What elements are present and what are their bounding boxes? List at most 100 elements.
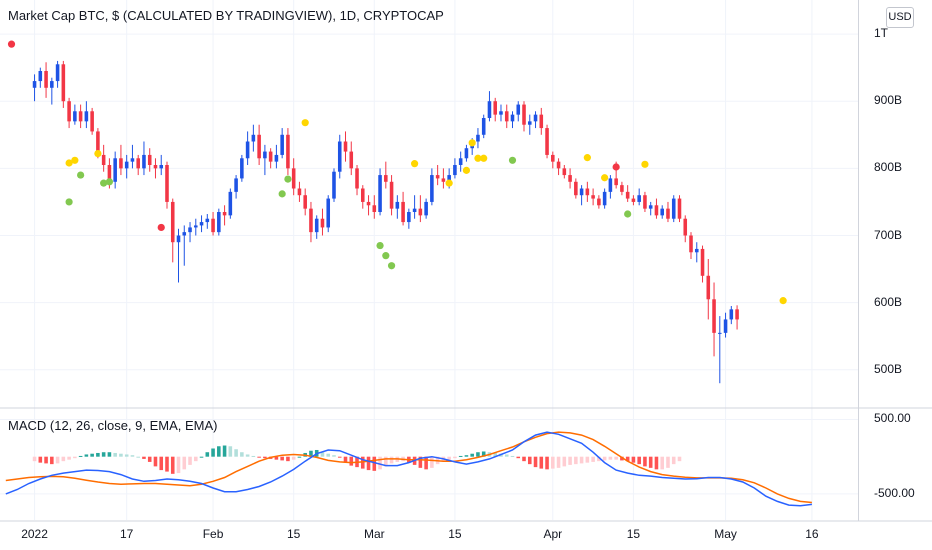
macd-hist-bar [424, 456, 428, 470]
time-tick-label: Apr [543, 527, 563, 541]
signal-marker [462, 166, 471, 174]
macd-hist-bar [176, 456, 181, 474]
candle-body [50, 81, 54, 88]
candle-body [579, 188, 584, 196]
macd-hist-bar [476, 452, 480, 457]
macd-hist-bar [430, 456, 434, 468]
signal-marker [100, 179, 108, 187]
macd-hist-bar [286, 456, 290, 462]
candle-body [326, 198, 331, 228]
macd-hist-bar [90, 453, 94, 457]
candle-body [562, 168, 567, 176]
macd-hist-bar [44, 456, 48, 464]
candle-body [556, 161, 561, 169]
currency-button[interactable]: USD [886, 7, 914, 28]
macd-hist-bar [568, 456, 572, 465]
candle-body [654, 205, 659, 216]
price-tick-label: 900B [874, 93, 903, 108]
price-tick-label: 700B [874, 227, 903, 242]
candle-body [516, 104, 521, 115]
candle-body [527, 121, 532, 125]
macd-hist-bar [366, 456, 371, 471]
candle-body [153, 165, 158, 169]
price-tick-label: 1T [874, 26, 889, 41]
candle-body [735, 309, 739, 320]
macd-hist-bar [504, 454, 509, 457]
signal-marker [508, 156, 517, 164]
candle-body [447, 175, 451, 182]
candle-body [533, 114, 538, 122]
macd-hist-bar [337, 456, 342, 458]
macd-hist-bar [199, 456, 204, 458]
candle-body [61, 64, 66, 102]
macd-hist-bar [78, 455, 83, 457]
macd-tick-label: 500.00 [874, 411, 911, 426]
signal-marker [468, 139, 476, 147]
macd-hist-bar [539, 456, 544, 469]
macd-hist-bar [73, 456, 77, 459]
macd-hist-bar [637, 456, 641, 465]
signal-marker [301, 119, 309, 127]
macd-hist-bar [597, 456, 601, 462]
candle-body [602, 191, 607, 206]
candle-body [723, 319, 728, 333]
macd-hist-bar [418, 456, 423, 468]
candle-body [700, 248, 705, 276]
signal-marker [583, 154, 591, 162]
macd-hist-bar [522, 456, 526, 462]
macd-hist-bar [142, 456, 146, 459]
grid-layer [0, 0, 932, 522]
macd-hist-bar [245, 454, 250, 457]
candle-body [366, 201, 371, 206]
macd-hist-bar [510, 455, 515, 457]
macd-hist-bar [211, 448, 215, 457]
signal-marker [77, 171, 85, 179]
candle-body [660, 208, 664, 216]
candle-body [545, 128, 549, 155]
candle-body [159, 165, 164, 169]
price-candles [32, 60, 739, 384]
macd-histogram [32, 445, 682, 474]
time-tick-label: 15 [286, 527, 301, 541]
candle-body [297, 188, 302, 196]
candle-body [418, 208, 423, 216]
signal-marker [284, 175, 292, 183]
signal-marker [601, 174, 609, 182]
candle-body [360, 188, 365, 202]
macd-hist-bar [280, 456, 284, 461]
candle-body [574, 181, 578, 196]
candle-body [608, 178, 613, 192]
candle-body [637, 195, 641, 202]
signal-marker [157, 223, 165, 232]
candle-body [694, 248, 699, 253]
candle-body [401, 201, 405, 223]
candle-body [303, 195, 307, 209]
time-tick-label: May [714, 527, 737, 541]
macd-line [5, 431, 812, 507]
candle-body [372, 205, 377, 212]
candle-body [631, 198, 636, 202]
macd-hist-bar [147, 456, 152, 462]
macd-hist-bar [464, 455, 469, 457]
signal-marker [376, 241, 384, 250]
candle-body [136, 158, 140, 169]
signal-marker [7, 40, 16, 48]
macd-hist-bar [602, 456, 607, 461]
candle-body [435, 175, 440, 179]
candle-body [648, 205, 653, 209]
candle-body [234, 178, 238, 192]
macd-hist-bar [527, 456, 532, 465]
time-tick-label: 15 [448, 527, 462, 541]
price-tick-label: 600B [874, 294, 903, 309]
candle-body [539, 114, 544, 129]
candle-body [355, 168, 359, 189]
candle-body [107, 165, 112, 182]
macd-hist-bar [332, 455, 336, 457]
candle-body [38, 71, 43, 82]
candle-body [274, 154, 279, 162]
candle-body [96, 131, 100, 155]
macd-hist-bar [170, 456, 175, 474]
macd-hist-bar [493, 452, 498, 457]
macd-hist-bar [384, 456, 388, 467]
